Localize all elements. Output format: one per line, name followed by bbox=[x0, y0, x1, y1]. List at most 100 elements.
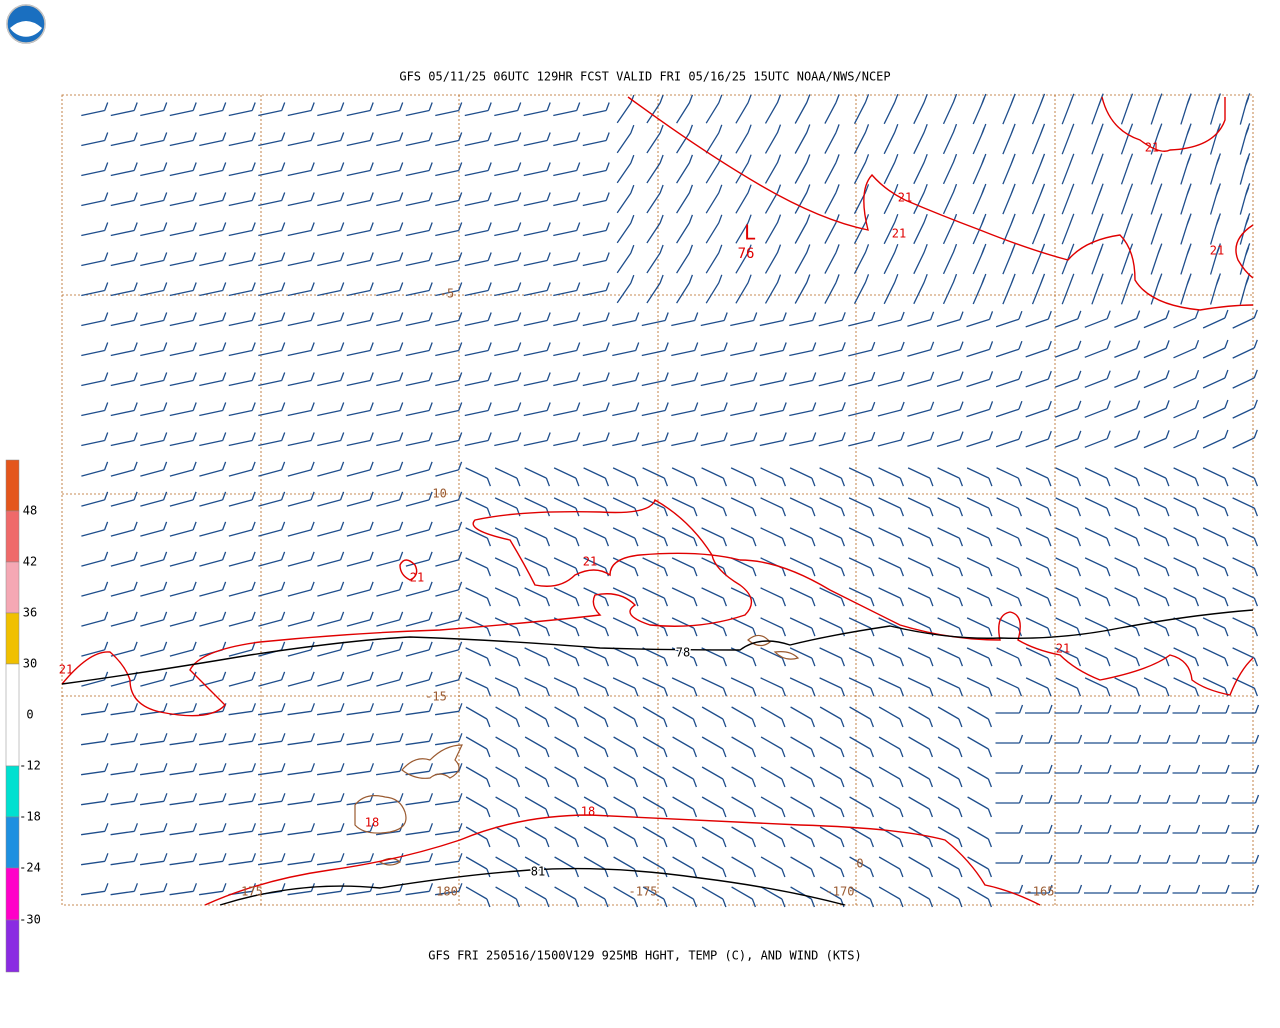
wind-barb bbox=[495, 856, 521, 878]
wind-barb bbox=[907, 557, 934, 577]
wind-barb bbox=[1143, 467, 1170, 487]
wind-barb bbox=[790, 796, 816, 818]
wind-barb bbox=[646, 154, 664, 184]
color-swatch bbox=[5, 459, 20, 512]
wind-barb bbox=[1239, 93, 1251, 125]
wind-barb bbox=[1002, 93, 1016, 125]
wind-barb bbox=[1055, 467, 1082, 487]
wind-barb bbox=[996, 647, 1023, 667]
wind-barb bbox=[287, 162, 315, 177]
wind-barb bbox=[1084, 430, 1111, 448]
wind-barb bbox=[346, 491, 374, 507]
wind-barb bbox=[110, 823, 139, 836]
wind-barb bbox=[405, 372, 433, 387]
wind-barb bbox=[1202, 734, 1230, 744]
wind-barb bbox=[435, 192, 463, 207]
wind-barb bbox=[1025, 370, 1052, 388]
wind-barb bbox=[583, 706, 609, 728]
wind-barb bbox=[524, 527, 551, 547]
wind-barb bbox=[228, 551, 256, 567]
wind-barb bbox=[995, 884, 1024, 894]
wind-barb bbox=[376, 763, 404, 776]
wind-barb bbox=[672, 826, 698, 848]
wind-barb bbox=[287, 312, 315, 327]
wind-barb bbox=[81, 222, 109, 237]
wind-barb bbox=[760, 826, 786, 848]
wind-barb bbox=[671, 432, 699, 447]
wind-barb bbox=[760, 497, 787, 517]
wind-barb bbox=[1025, 794, 1053, 804]
wind-barb bbox=[199, 312, 227, 327]
wind-barb bbox=[612, 432, 640, 447]
height-contours bbox=[61, 609, 1254, 906]
wind-barb bbox=[848, 557, 875, 577]
wind-barb bbox=[228, 671, 256, 687]
color-swatch bbox=[5, 510, 20, 563]
wind-barb bbox=[81, 432, 109, 447]
wind-barb bbox=[376, 521, 404, 537]
wind-barb bbox=[435, 132, 463, 147]
wind-barb bbox=[583, 766, 609, 788]
wind-barb bbox=[908, 826, 934, 848]
wind-barb bbox=[1055, 677, 1082, 697]
wind-barb bbox=[789, 587, 816, 607]
wind-barb bbox=[996, 587, 1023, 607]
wind-barb bbox=[1031, 213, 1046, 245]
wind-barb bbox=[1114, 527, 1141, 547]
wind-barb bbox=[435, 461, 463, 477]
wind-barb bbox=[1025, 557, 1052, 577]
wind-barb bbox=[848, 401, 876, 417]
wind-barb bbox=[435, 252, 463, 267]
wind-barb bbox=[258, 342, 286, 357]
wind-barb bbox=[853, 154, 870, 184]
wind-barb bbox=[848, 341, 876, 357]
wind-barb bbox=[760, 736, 786, 758]
wind-barb bbox=[1084, 557, 1111, 577]
wind-barb bbox=[582, 342, 610, 357]
wind-barb bbox=[730, 677, 757, 697]
wind-barb bbox=[1209, 153, 1222, 185]
wind-barb bbox=[582, 222, 610, 237]
wind-barb bbox=[705, 244, 723, 274]
wind-barb bbox=[140, 192, 168, 207]
wind-barb bbox=[258, 402, 286, 417]
wind-barb bbox=[642, 467, 669, 487]
wind-barb bbox=[435, 521, 463, 537]
wind-barb bbox=[228, 793, 257, 806]
wind-barb bbox=[849, 706, 875, 728]
wind-barb bbox=[1202, 764, 1230, 774]
wind-barb bbox=[110, 312, 138, 327]
wind-barb bbox=[995, 370, 1023, 388]
wind-barb bbox=[1143, 617, 1170, 637]
wind-barb bbox=[553, 467, 580, 487]
wind-barb bbox=[258, 102, 286, 117]
low-value: 76 bbox=[738, 246, 755, 262]
wind-barb bbox=[642, 527, 669, 547]
wind-barb bbox=[346, 282, 374, 297]
wind-barb bbox=[996, 557, 1023, 577]
wind-barb bbox=[700, 342, 728, 357]
wind-barb bbox=[317, 222, 345, 237]
wind-barb bbox=[789, 372, 817, 387]
wind-barb bbox=[140, 312, 168, 327]
wind-barb bbox=[937, 647, 964, 667]
wind-barb bbox=[376, 342, 404, 357]
wind-barb bbox=[110, 192, 138, 207]
wind-barb bbox=[824, 124, 840, 154]
wind-barb bbox=[641, 402, 669, 417]
wind-barb bbox=[140, 521, 168, 537]
wind-barb bbox=[110, 793, 139, 806]
wind-barb bbox=[317, 312, 345, 327]
wind-barb bbox=[612, 497, 639, 517]
wind-barb bbox=[435, 162, 463, 177]
wind-barb bbox=[1180, 123, 1192, 155]
wind-barb bbox=[465, 677, 492, 697]
wind-barb bbox=[465, 766, 491, 788]
wind-barb bbox=[913, 273, 928, 305]
wind-barb bbox=[495, 886, 521, 908]
wind-barb bbox=[494, 192, 522, 207]
wind-barb bbox=[317, 733, 345, 746]
wind-barb bbox=[1120, 153, 1134, 185]
temperature-label: 0 bbox=[856, 857, 863, 871]
wind-barb bbox=[1061, 93, 1075, 125]
